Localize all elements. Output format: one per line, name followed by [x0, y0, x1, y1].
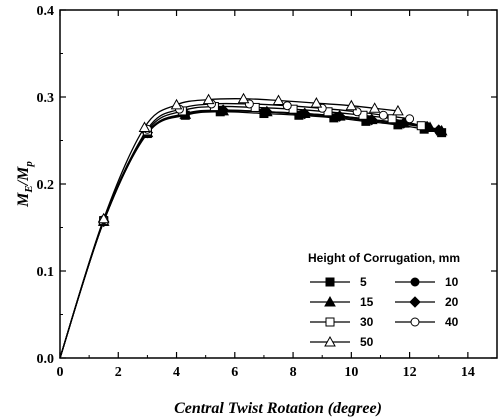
plot-frame	[59, 9, 498, 359]
legend-title: Height of Corrugation, mm	[308, 251, 460, 265]
series-line-10	[59, 110, 439, 359]
legend-marker-30	[325, 317, 335, 327]
y-tick-label: 0.2	[37, 178, 55, 193]
legend-label-30: 30	[360, 315, 374, 329]
data-point-50	[138, 121, 151, 132]
series-line-20	[59, 109, 439, 359]
data-point-50	[170, 98, 183, 110]
data-point-30	[416, 121, 426, 131]
legend-label-15: 15	[360, 295, 374, 309]
data-point-40	[378, 110, 388, 120]
y-axis-title: ME/Mp	[15, 161, 35, 208]
legend-marker-10	[410, 277, 420, 287]
data-point-20	[333, 110, 346, 122]
y-axis-title-sub-e: E	[23, 185, 35, 193]
data-point-50	[368, 102, 381, 113]
data-point-40	[282, 101, 292, 111]
legend-entries: 5 10 15 20 30 40 50	[310, 275, 459, 349]
legend-label-40: 40	[445, 315, 459, 329]
data-point-50	[392, 104, 404, 116]
y-axis-title-slash-m: /M	[15, 166, 32, 186]
data-point-50	[345, 99, 358, 111]
y-tick-label: 0.3	[37, 91, 55, 106]
x-tick-label: 10	[344, 365, 358, 380]
x-tick-label: 2	[115, 365, 122, 380]
legend-marker-20	[409, 296, 421, 308]
legend-marker-5	[325, 277, 335, 287]
axes-ticks: 0 2 4 6 8 10 12 14 0.0 0.1 0.2 0.3 0.4	[37, 4, 497, 380]
series-line-5	[59, 111, 442, 359]
y-axis-title-sub-p: p	[23, 161, 35, 168]
x-tick-label: 4	[173, 365, 180, 380]
x-tick-label: 8	[290, 365, 297, 380]
legend-marker-50	[324, 335, 336, 347]
y-tick-label: 0.4	[37, 4, 55, 19]
legend-marker-40	[410, 317, 420, 327]
legend-label-20: 20	[445, 295, 459, 309]
legend-label-50: 50	[360, 335, 374, 349]
x-tick-label: 14	[461, 365, 475, 380]
series-markers	[97, 92, 448, 228]
legend-marker-15	[324, 295, 336, 307]
data-point-20	[366, 113, 378, 126]
data-point-20	[433, 124, 445, 136]
data-point-20	[261, 106, 273, 118]
y-axis-title-m: M	[15, 192, 32, 208]
series-line-15	[59, 110, 442, 359]
data-point-20	[299, 107, 311, 120]
y-tick-label: 0.1	[37, 265, 55, 280]
y-tick-label: 0.0	[37, 352, 55, 367]
data-point-50	[272, 94, 285, 105]
series-lines	[59, 98, 442, 359]
legend-label-10: 10	[445, 275, 459, 289]
x-axis-title: Central Twist Rotation (degree)	[174, 400, 382, 417]
data-point-50	[97, 212, 110, 224]
data-point-20	[217, 104, 229, 116]
data-point-50	[237, 92, 250, 104]
data-point-50	[202, 93, 215, 105]
series-line-50	[59, 98, 399, 359]
data-point-50	[310, 97, 323, 108]
legend-label-5: 5	[360, 275, 367, 289]
legend: Height of Corrugation, mm 5 10 15 20 30 40 50	[308, 251, 460, 349]
x-tick-label: 0	[57, 365, 64, 380]
data-point-30	[387, 114, 397, 124]
series-line-40	[59, 102, 410, 359]
x-tick-label: 6	[231, 365, 238, 380]
x-tick-label: 12	[403, 365, 417, 380]
data-point-40	[405, 114, 415, 124]
